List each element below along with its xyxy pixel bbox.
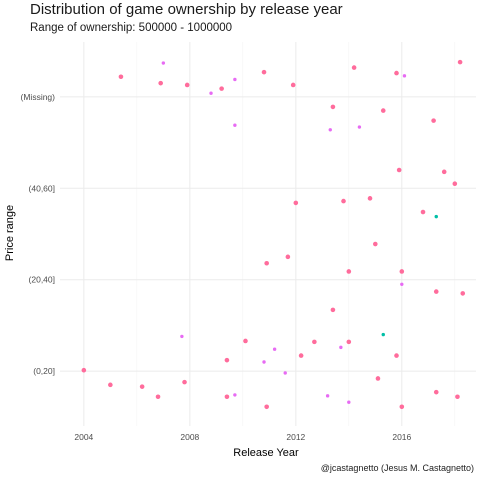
data-point [224,394,230,400]
data-point [457,59,463,65]
x-axis-title: Release Year [233,447,299,459]
data-point [182,379,187,385]
y-tick-label: (20,40] [29,275,55,285]
data-point [224,357,230,363]
data-point [347,400,351,404]
y-tick-label: (0,20] [33,366,55,376]
data-point [399,269,405,274]
data-point [441,169,447,175]
x-tick-label: 2004 [74,432,93,442]
data-point [139,384,145,389]
data-point [264,404,269,410]
data-point [283,371,287,375]
data-point [328,128,332,132]
data-point [431,118,436,123]
data-point [380,108,386,113]
data-point [118,74,124,80]
data-point [233,393,237,397]
y-axis-ticks: (0,20] (20,40] (40,60] (Missing) [21,92,56,376]
data-point [262,360,266,364]
y-tick-label: (Missing) [21,92,56,102]
data-point [433,389,439,395]
data-point [394,353,399,358]
data-point [184,82,190,88]
data-point [367,196,373,201]
data-point [351,65,357,70]
data-point [312,339,317,345]
data-point [341,198,346,204]
data-point [264,260,269,266]
data-point [400,282,404,286]
data-point [346,339,352,345]
data-point [108,382,113,388]
data-point [452,181,458,187]
data-point [455,394,460,400]
data-point [233,77,237,82]
data-point [373,241,378,247]
data-point [155,394,161,400]
data-point [285,254,291,260]
data-point [272,347,277,351]
y-axis-title: Price range [4,205,16,261]
data-point [180,334,184,339]
data-point [402,74,407,78]
data-point [357,125,362,129]
data-point [330,104,336,110]
data-point [158,80,163,86]
data-point [339,345,343,350]
data-point [219,86,224,91]
x-tick-label: 2016 [392,432,411,442]
data-point [433,289,439,294]
data-point [233,123,237,127]
chart-subtitle: Range of ownership: 500000 - 1000000 [30,22,233,34]
data-point [396,167,402,173]
data-point [434,214,438,219]
data-point [460,291,466,296]
data-point [161,61,166,65]
data-point [330,307,336,313]
plot-grid [60,42,476,426]
data-point [394,70,399,76]
data-point [375,376,381,381]
data-point [298,353,304,358]
data-point [399,404,405,410]
chart-title: Distribution of game ownership by releas… [30,1,343,18]
data-point [293,200,299,206]
data-points [81,59,466,410]
data-point [209,91,213,95]
data-point [243,338,248,344]
data-point [290,82,296,88]
data-point [381,332,385,337]
data-point [261,69,267,75]
x-axis-ticks: 2004 2008 2012 2016 [74,432,411,442]
chart-caption: @jcastagnetto (Jesus M. Castagnetto) [320,463,474,473]
data-point [81,367,87,373]
data-point [325,394,330,398]
y-tick-label: (40,60] [29,183,55,193]
x-tick-label: 2008 [180,432,199,442]
data-point [420,209,426,215]
x-tick-label: 2012 [286,432,305,442]
data-point [346,269,352,274]
